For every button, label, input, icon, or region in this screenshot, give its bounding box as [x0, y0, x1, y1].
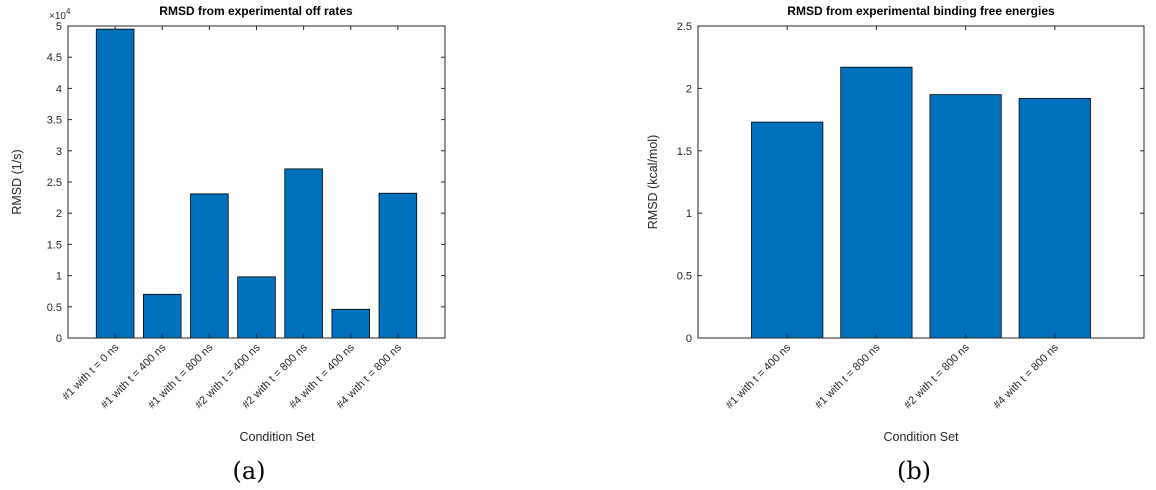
- y-tick-label: 0.5: [47, 302, 62, 314]
- x-tick-label: #2 with t = 800 ns: [902, 341, 972, 411]
- chart-a-exponent-power: 4: [66, 7, 71, 16]
- x-tick-label: #1 with t = 400 ns: [724, 341, 794, 411]
- y-tick-label: 4: [56, 83, 62, 95]
- y-tick-label: 1: [686, 208, 692, 220]
- chart-a-x-axis-label: Condition Set: [239, 430, 315, 444]
- bar: [95, 28, 135, 339]
- bar: [284, 168, 323, 339]
- y-tick-label: 0: [56, 333, 62, 345]
- bar: [751, 121, 824, 339]
- chart-a-y-axis-label: RMSD (1/s): [10, 149, 24, 214]
- chart-a-title: RMSD from experimental off rates: [159, 4, 353, 18]
- chart-a-bars: [95, 28, 418, 339]
- y-tick-label: 1: [56, 271, 62, 283]
- chart-b-y-axis-label: RMSD (kcal/mol): [646, 135, 660, 229]
- bar: [190, 193, 229, 339]
- chart-b-x-axis-label: Condition Set: [883, 430, 959, 444]
- chart-b-axes-box: [697, 25, 1145, 339]
- chart-a-exponent-base: ×10: [49, 11, 66, 22]
- x-tick-label: #4 with t = 800 ns: [991, 341, 1061, 411]
- y-tick-label: 1.5: [677, 146, 692, 158]
- chart-a-y-ticks: 0 0.5 1 1.5 2 2.5 3 3.5 4 4.5 5: [47, 21, 445, 345]
- chart-a-axes-box: [67, 25, 446, 339]
- bar: [840, 66, 913, 339]
- y-tick-label: 5: [56, 21, 62, 33]
- y-tick-label: 3: [56, 146, 62, 158]
- y-tick-label: 3.5: [47, 115, 62, 127]
- y-tick-label: 2.5: [47, 177, 62, 189]
- y-tick-label: 2: [56, 208, 62, 220]
- x-tick-label: #1 with t = 800 ns: [813, 341, 883, 411]
- y-tick-label: 2.5: [677, 21, 692, 33]
- bar: [1018, 97, 1091, 339]
- chart-a-caption: (a): [232, 457, 265, 485]
- bar: [378, 192, 418, 339]
- chart-a: RMSD from experimental off rates ×10 4 0…: [10, 4, 446, 485]
- y-tick-label: 0: [686, 333, 692, 345]
- y-tick-label: 1.5: [47, 239, 62, 251]
- bar: [237, 276, 276, 339]
- bar: [142, 293, 182, 339]
- chart-b-caption: (b): [897, 457, 931, 485]
- chart-b: RMSD from experimental binding free ener…: [646, 4, 1145, 485]
- bar: [331, 308, 370, 339]
- bar: [929, 94, 1002, 339]
- chart-b-bars: [751, 66, 1091, 339]
- y-tick-label: 2: [686, 83, 692, 95]
- y-tick-label: 0.5: [677, 271, 692, 283]
- chart-b-title: RMSD from experimental binding free ener…: [787, 4, 1055, 18]
- y-tick-label: 4.5: [47, 52, 62, 64]
